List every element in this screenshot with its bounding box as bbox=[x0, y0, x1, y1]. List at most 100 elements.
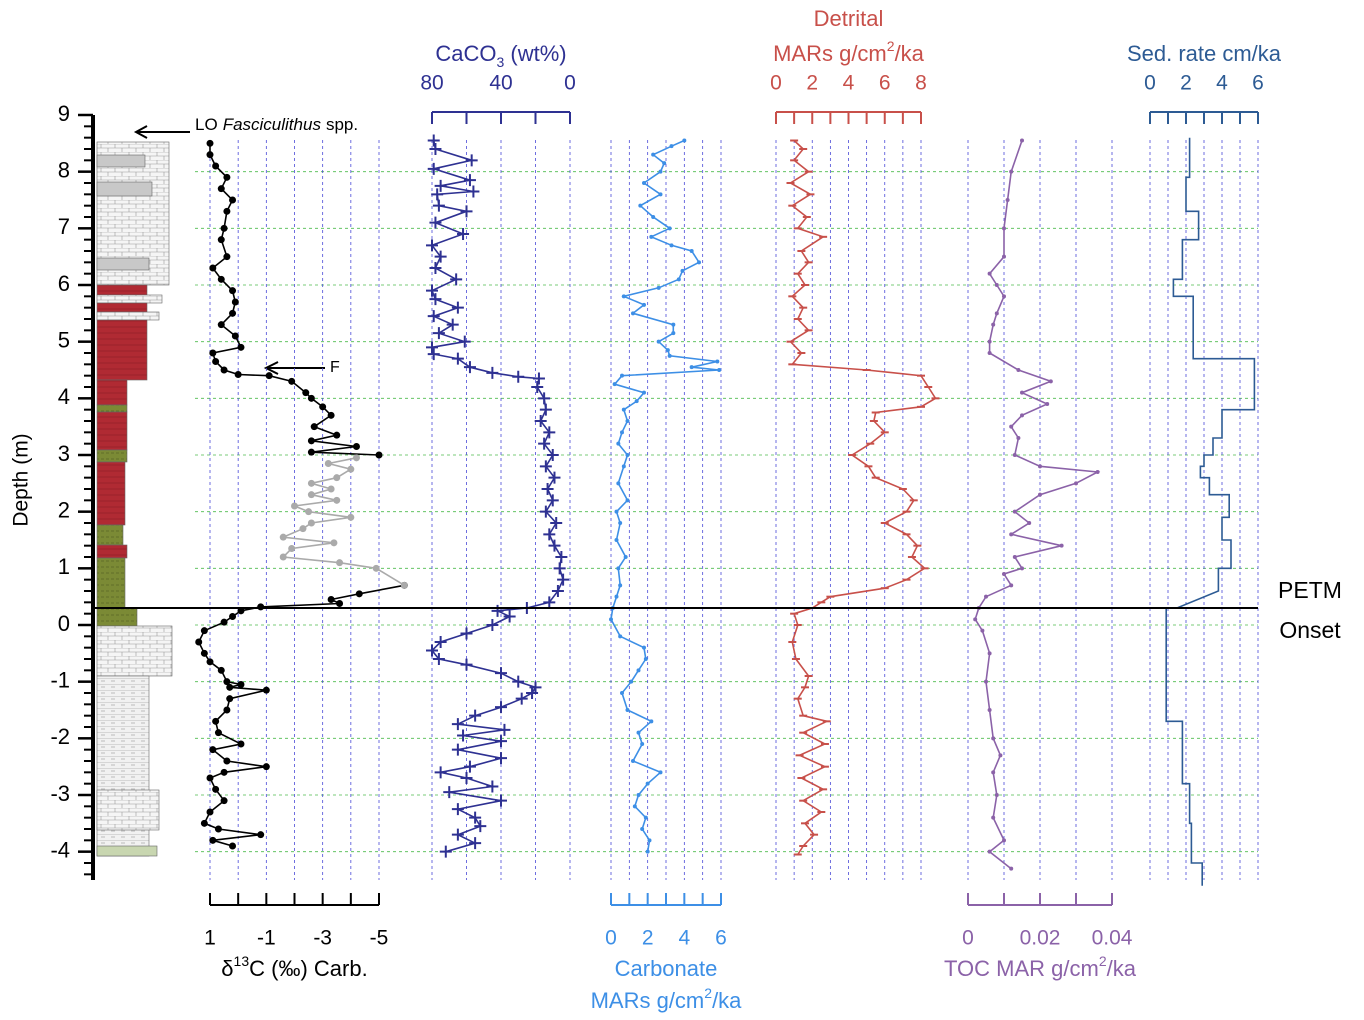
y-tick-label: 2 bbox=[58, 497, 70, 522]
data-point bbox=[486, 619, 499, 631]
data-point bbox=[429, 143, 442, 155]
data-point bbox=[984, 594, 988, 599]
axis-title-text: C (‰) Carb. bbox=[249, 956, 368, 981]
data-point bbox=[229, 842, 237, 850]
x-tick-label: 80 bbox=[420, 72, 443, 95]
data-point bbox=[333, 474, 341, 482]
data-point bbox=[620, 430, 624, 435]
data-point bbox=[279, 533, 287, 541]
data-point bbox=[429, 293, 442, 306]
data-point bbox=[538, 437, 551, 450]
data-point bbox=[651, 152, 656, 157]
x-tick-label: -1 bbox=[257, 927, 276, 950]
data-point bbox=[220, 224, 228, 232]
data-point bbox=[658, 169, 663, 174]
data-point bbox=[333, 496, 341, 504]
data-point bbox=[1016, 368, 1021, 372]
data-point bbox=[206, 151, 214, 159]
data-point bbox=[551, 585, 564, 597]
y-tick-label: 4 bbox=[58, 384, 70, 409]
data-point bbox=[310, 423, 318, 431]
data-point bbox=[503, 610, 516, 623]
data-point bbox=[512, 370, 525, 383]
data-point bbox=[206, 774, 214, 782]
data-point bbox=[458, 335, 471, 348]
axis-title: Detrital bbox=[814, 6, 884, 31]
data-point bbox=[614, 509, 619, 514]
data-point bbox=[195, 638, 203, 646]
data-point bbox=[451, 301, 464, 314]
data-point bbox=[618, 521, 623, 525]
data-point bbox=[279, 553, 287, 561]
data-point bbox=[642, 390, 646, 395]
data-point bbox=[495, 701, 507, 714]
data-point bbox=[671, 322, 676, 327]
y-tick-label: 8 bbox=[58, 157, 70, 182]
data-point bbox=[443, 786, 456, 799]
x-tick-label: 0 bbox=[770, 72, 782, 95]
data-point bbox=[327, 485, 335, 493]
data-point bbox=[220, 366, 228, 374]
x-tick-label: 2 bbox=[1180, 72, 1192, 95]
data-point bbox=[486, 780, 499, 793]
data-point bbox=[682, 138, 687, 143]
data-point bbox=[226, 683, 234, 691]
data-point bbox=[642, 181, 646, 185]
data-point bbox=[667, 353, 672, 358]
y-tick-label: -4 bbox=[50, 837, 70, 862]
data-point bbox=[1095, 470, 1100, 474]
data-point bbox=[460, 658, 473, 671]
data-point bbox=[541, 483, 554, 495]
x-tick-label: 0.02 bbox=[1020, 927, 1061, 950]
data-point bbox=[451, 718, 464, 731]
axis-title-script: 2 bbox=[887, 38, 895, 54]
data-point bbox=[427, 162, 440, 175]
axis-title-text: /ka bbox=[1107, 956, 1137, 981]
data-point bbox=[352, 443, 360, 450]
data-point bbox=[632, 804, 637, 809]
data-point bbox=[991, 736, 996, 741]
data-point bbox=[1002, 838, 1006, 843]
data-point bbox=[257, 603, 265, 611]
data-point bbox=[491, 604, 504, 617]
x-tick-label: -3 bbox=[313, 927, 332, 950]
data-point bbox=[631, 311, 635, 316]
data-point bbox=[214, 825, 222, 833]
data-point bbox=[1059, 543, 1064, 548]
axis-title-text: /ka bbox=[712, 988, 742, 1013]
data-point bbox=[450, 273, 463, 286]
data-point bbox=[676, 277, 681, 282]
data-point bbox=[352, 454, 360, 462]
data-point bbox=[548, 539, 561, 552]
data-point bbox=[651, 215, 656, 219]
series-line bbox=[974, 140, 1101, 870]
data-point bbox=[209, 746, 217, 754]
data-point bbox=[372, 564, 380, 572]
data-point bbox=[1038, 492, 1042, 497]
annotation-text: Fasciculithus bbox=[223, 115, 322, 134]
data-point bbox=[209, 836, 217, 844]
data-point bbox=[214, 729, 222, 737]
data-point bbox=[262, 763, 270, 771]
data-point bbox=[426, 239, 438, 252]
data-point bbox=[229, 613, 237, 620]
data-point bbox=[546, 449, 559, 461]
data-point bbox=[469, 709, 482, 722]
x-tick-label: 0.04 bbox=[1092, 927, 1133, 950]
data-point bbox=[486, 366, 499, 379]
data-point bbox=[1009, 424, 1014, 429]
data-point bbox=[534, 415, 547, 427]
data-point bbox=[1020, 566, 1024, 571]
data-point bbox=[640, 827, 645, 831]
data-point bbox=[434, 179, 447, 192]
data-point bbox=[229, 287, 237, 295]
data-point bbox=[432, 653, 445, 665]
x-tick-label: -5 bbox=[370, 927, 389, 950]
axis-title-script: 3 bbox=[497, 54, 505, 70]
x-tick-label: 4 bbox=[843, 72, 855, 95]
data-point bbox=[987, 651, 992, 656]
data-point bbox=[223, 678, 231, 686]
data-point bbox=[1005, 198, 1010, 202]
data-point bbox=[288, 545, 296, 552]
data-point bbox=[212, 717, 220, 725]
